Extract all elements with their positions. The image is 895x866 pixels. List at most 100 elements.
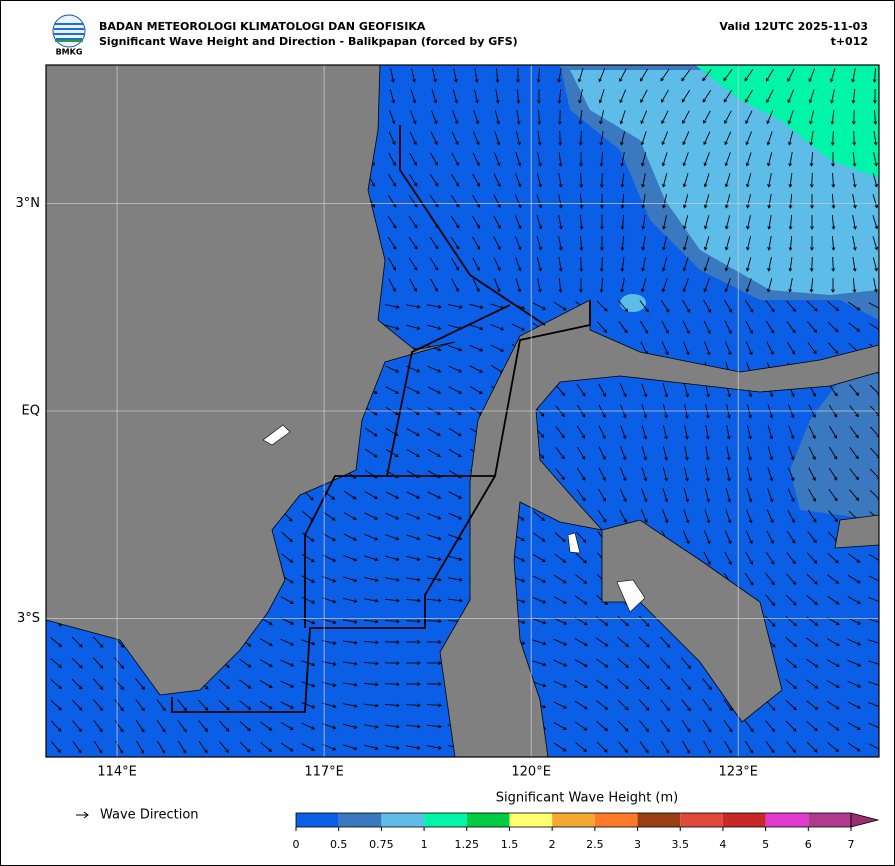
wave-arrow — [746, 194, 751, 209]
wave-arrow — [746, 509, 753, 524]
island — [567, 532, 646, 613]
wave-arrow — [703, 740, 711, 754]
wave-arrow — [640, 509, 648, 524]
wave-arrow — [448, 448, 462, 458]
wave-arrow — [427, 324, 442, 331]
wave-arrow — [406, 512, 421, 520]
wave-arrow — [405, 598, 421, 603]
wave-arrow — [744, 68, 754, 82]
y-tick-label: 3°N — [16, 196, 41, 211]
legend-arrow — [76, 811, 89, 819]
wave-arrow — [302, 532, 315, 542]
colorbar-tick-label: 2 — [549, 838, 556, 851]
wave-arrow — [495, 89, 500, 104]
wave-arrow — [745, 341, 753, 356]
wave-arrow — [596, 637, 609, 647]
wave-arrow — [847, 659, 862, 667]
wave-arrow — [847, 574, 861, 584]
wave-arrow — [406, 428, 420, 437]
wave-arrow — [135, 678, 145, 691]
wave-arrow — [385, 491, 400, 499]
wave-arrow — [872, 173, 879, 188]
wave-arrow — [554, 553, 567, 563]
wave-arrow — [363, 703, 379, 708]
wave-arrow — [598, 68, 606, 83]
wave-arrow — [852, 257, 857, 272]
wave-arrow — [557, 109, 562, 125]
wave-arrow — [50, 637, 63, 648]
wave-arrow — [493, 194, 501, 209]
wave-arrow — [765, 320, 775, 334]
wave-arrow — [537, 109, 542, 125]
wave-arrow — [767, 173, 772, 188]
wave-arrow — [472, 215, 481, 229]
wave-arrow — [828, 467, 838, 481]
wave-arrow — [114, 657, 125, 669]
wave-arrow — [724, 110, 732, 124]
wave-arrow — [555, 447, 565, 460]
wave-arrow — [426, 640, 442, 644]
wave-arrow — [829, 425, 838, 439]
wave-arrow — [868, 722, 879, 730]
wave-arrow — [767, 467, 774, 482]
wave-arrow — [469, 344, 484, 352]
wave-arrow — [724, 194, 731, 209]
wave-arrow — [259, 680, 273, 689]
wave-arrow — [852, 151, 857, 167]
wave-arrow — [239, 658, 252, 668]
wave-arrow — [427, 449, 441, 457]
wave-arrow — [384, 619, 400, 624]
wave-arrow — [384, 598, 400, 603]
wave-arrow — [197, 699, 209, 711]
wave-arrow — [787, 488, 795, 503]
wave-arrow — [157, 740, 166, 754]
wave-arrow — [363, 640, 379, 645]
wave-arrow — [596, 721, 608, 732]
wave-arrow — [872, 257, 879, 272]
wave-arrow — [745, 173, 752, 188]
wave-arrow — [115, 740, 124, 754]
wave-arrow — [575, 531, 587, 543]
wave-arrow — [847, 301, 861, 311]
wave-arrow — [641, 446, 648, 461]
wave-arrow — [767, 257, 772, 272]
wave-arrow — [558, 173, 563, 188]
wave-arrow — [280, 701, 295, 709]
wave-arrow — [280, 742, 294, 752]
wave-arrow — [617, 679, 629, 690]
wave-arrow — [599, 277, 604, 293]
wave-arrow — [786, 741, 797, 754]
wave-arrow — [703, 299, 712, 313]
wave-arrow — [427, 428, 441, 437]
wave-arrow — [301, 596, 316, 604]
wave-arrow — [641, 467, 648, 482]
wave-arrow — [703, 110, 711, 124]
wave-arrow — [92, 657, 104, 669]
y-tick-label: 3°S — [17, 611, 40, 626]
wave-arrow — [411, 68, 416, 83]
wave-arrow — [364, 427, 378, 437]
wave-arrow — [703, 530, 711, 545]
wave-arrow — [135, 699, 145, 712]
wave-arrow — [536, 236, 543, 251]
wave-arrow — [767, 194, 772, 209]
colorbar-bin — [552, 813, 595, 827]
wave-arrow — [596, 300, 608, 312]
wave-arrow — [809, 277, 814, 293]
wave-arrow — [806, 679, 819, 689]
wave-arrow — [493, 215, 501, 230]
wave-arrow — [660, 89, 669, 103]
wave-arrow — [490, 344, 505, 352]
wave-arrow — [682, 257, 689, 272]
wave-arrow — [641, 257, 646, 272]
wave-arrow — [638, 699, 650, 711]
wave-arrow — [555, 426, 565, 439]
wave-arrow — [703, 173, 710, 188]
wave-arrow — [514, 194, 522, 209]
wave-arrow — [788, 193, 793, 209]
wave-arrow — [555, 384, 566, 397]
wave-arrow — [575, 574, 588, 584]
wave-arrow — [620, 214, 625, 230]
wave-arrow — [830, 110, 835, 125]
wave-arrow — [599, 256, 604, 272]
